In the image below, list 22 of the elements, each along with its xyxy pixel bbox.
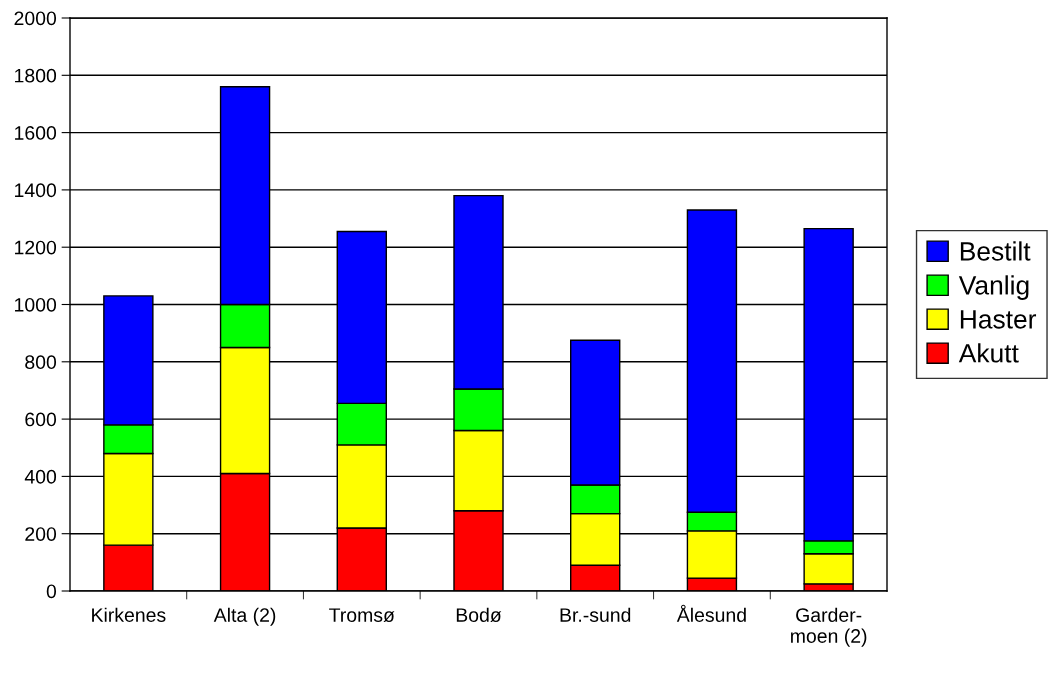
y-tick-label: 0: [46, 584, 57, 599]
x-tick-label: Tromsø: [329, 608, 395, 623]
y-tick-label: 800: [25, 355, 57, 370]
x-tick-label: Bodø: [456, 607, 502, 623]
y-tick-label: 1200: [15, 240, 57, 255]
legend-label: Haster: [960, 310, 1037, 329]
y-tick-label: 400: [24, 469, 57, 484]
y-tick-label: 1600: [15, 126, 57, 140]
x-tick-label: Kirkenes: [92, 607, 166, 622]
legend-label: Bestilt: [960, 241, 1031, 261]
y-tick-label: 1800: [15, 68, 57, 83]
legend-label: Akutt: [958, 343, 1019, 363]
y-tick-label: 2000: [14, 11, 57, 26]
y-tick-label: 600: [25, 412, 57, 427]
x-tick-label: Garder- moen (2): [791, 607, 867, 647]
y-tick-label: 1000: [15, 297, 57, 312]
x-tick-label: Alta (2): [213, 607, 276, 626]
y-tick-label: 200: [25, 527, 57, 541]
x-tick-label: Ålesund: [676, 604, 746, 622]
legend-label: Vanlig: [958, 275, 1029, 300]
y-tick-label: 1400: [15, 183, 57, 198]
x-tick-label: Br.-sund: [560, 607, 631, 622]
